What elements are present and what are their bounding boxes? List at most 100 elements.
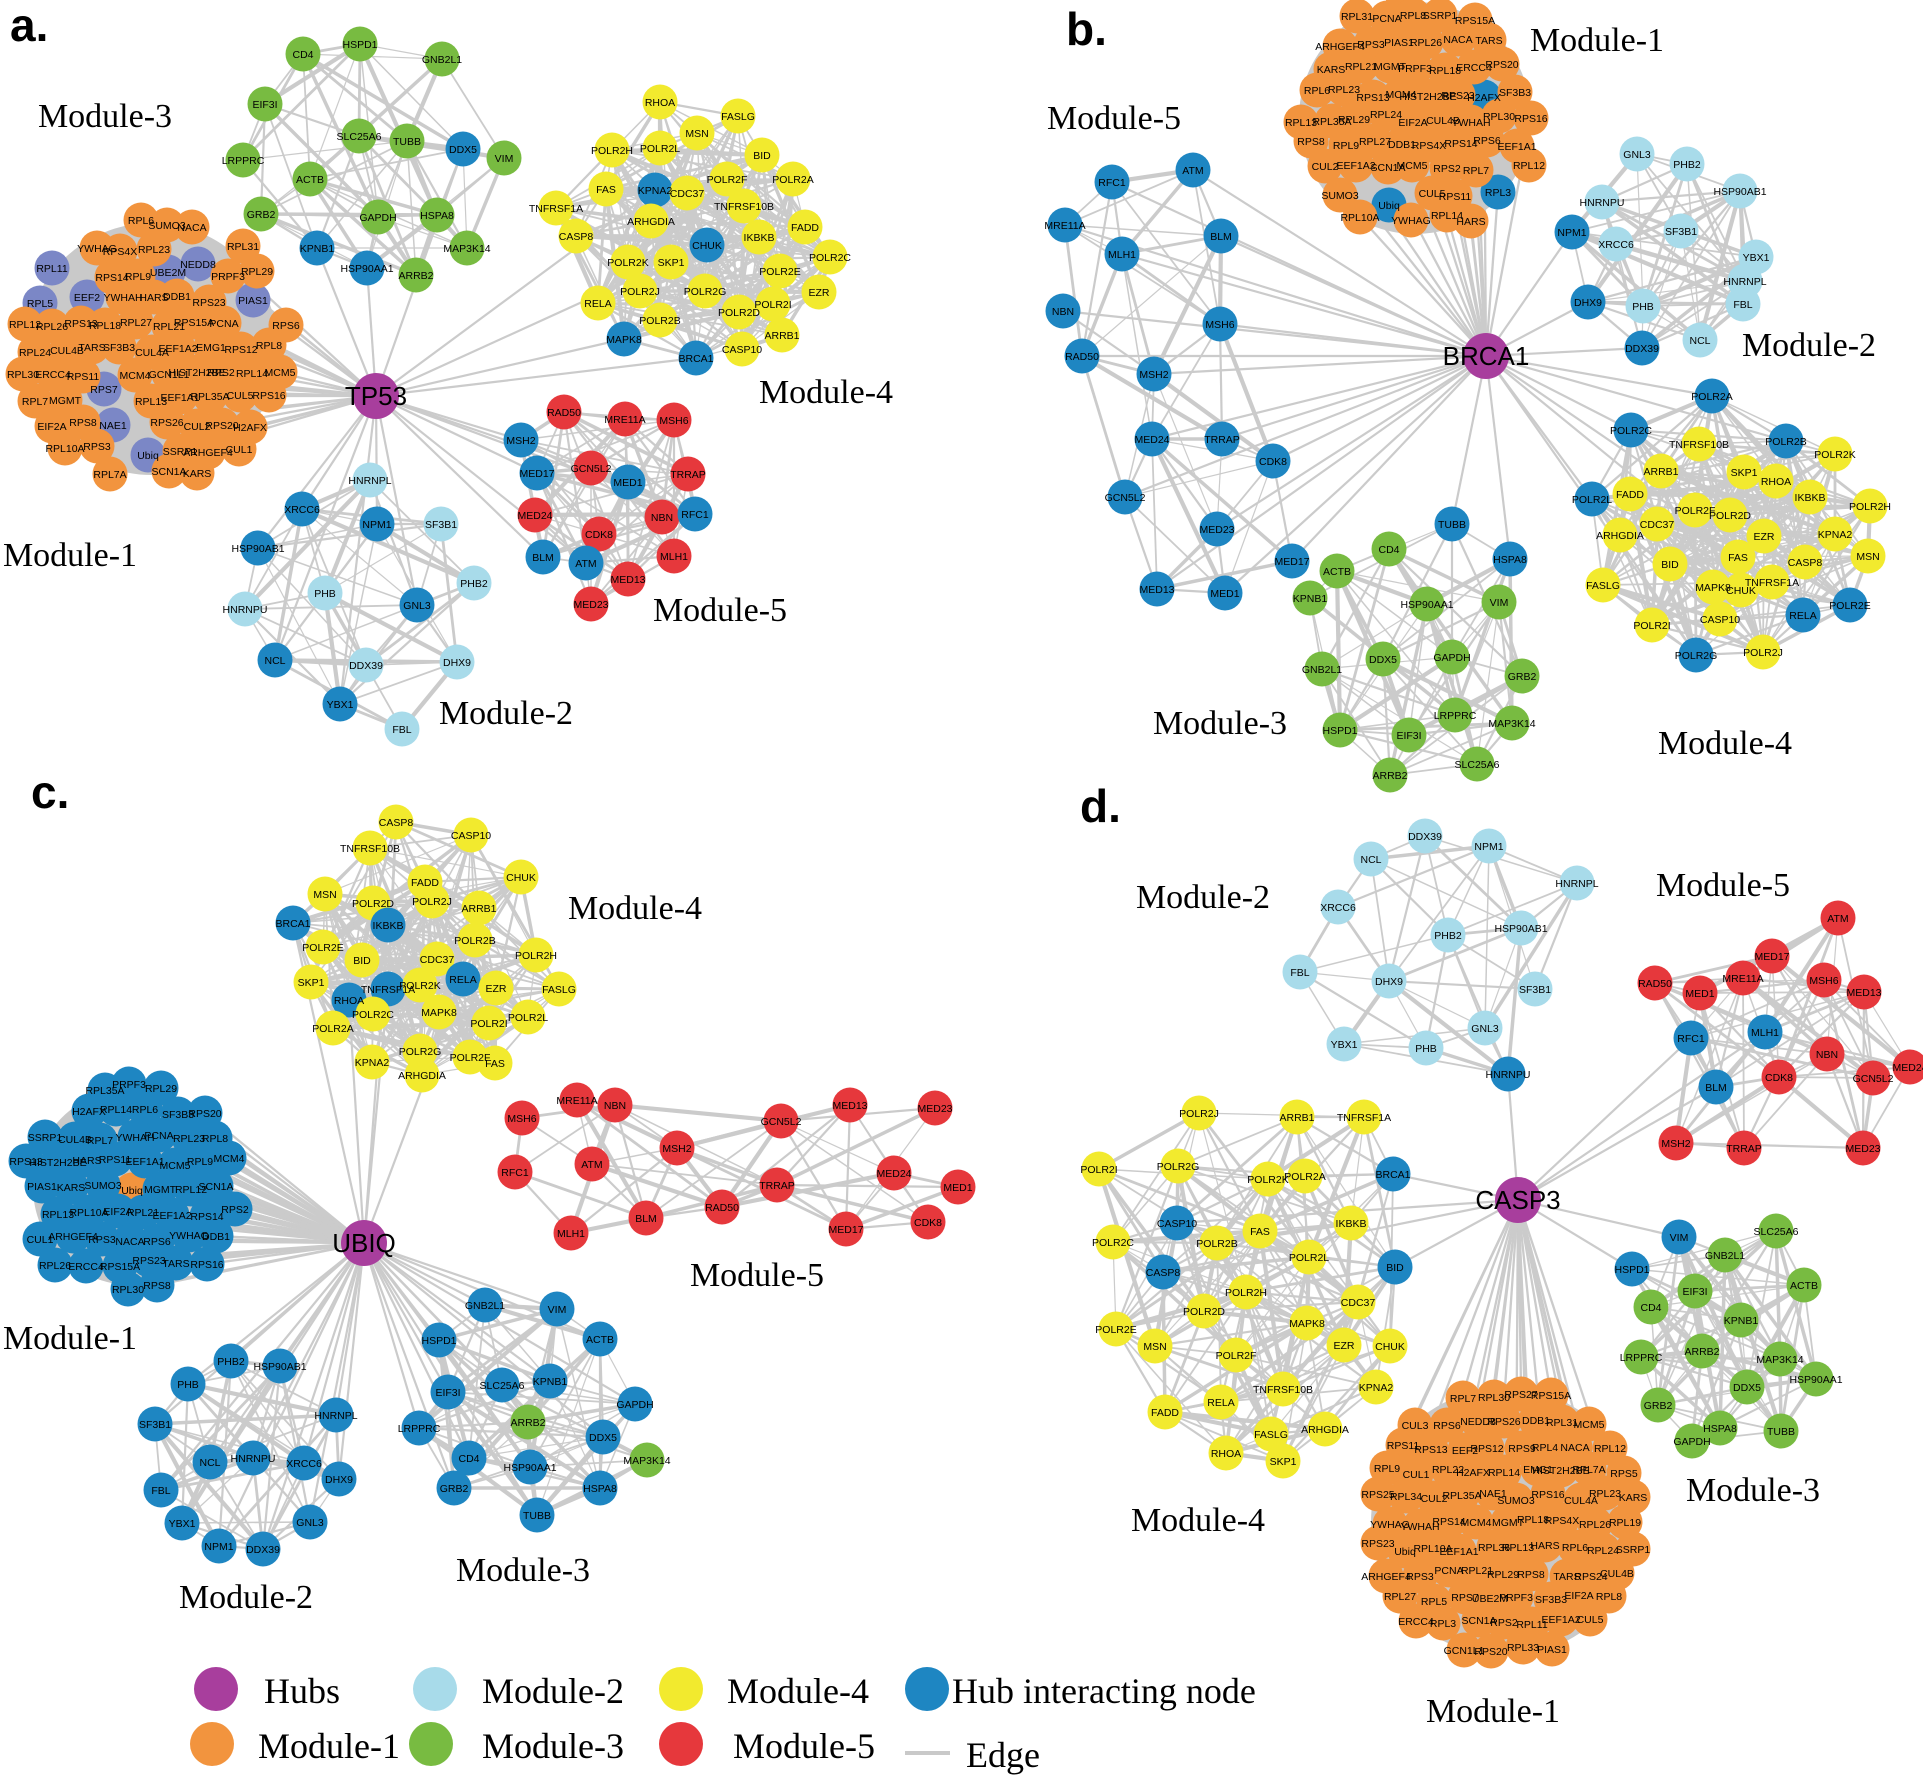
svg-text:RPS4X: RPS4X [1545,1515,1579,1527]
svg-text:RPS12: RPS12 [224,344,257,356]
svg-text:b.: b. [1066,3,1107,55]
svg-text:MAPK8: MAPK8 [421,1007,457,1019]
svg-text:RPL8: RPL8 [1400,10,1426,22]
svg-text:POLR2G: POLR2G [1157,1161,1200,1173]
svg-text:RAD50: RAD50 [705,1202,739,1214]
svg-text:GAPDH: GAPDH [1433,652,1470,664]
svg-text:HSPD1: HSPD1 [421,1335,456,1347]
svg-text:SF3B3: SF3B3 [1535,1594,1567,1606]
svg-text:KPNA2: KPNA2 [1818,529,1853,541]
svg-text:RPL13: RPL13 [42,1209,74,1221]
svg-text:MLH1: MLH1 [1751,1027,1779,1039]
svg-text:MED24: MED24 [517,510,552,522]
svg-text:RPL12: RPL12 [1513,160,1545,172]
svg-text:XRCC6: XRCC6 [1320,902,1356,914]
svg-text:RPL30: RPL30 [112,1284,144,1296]
svg-text:RPL12: RPL12 [1594,1443,1626,1455]
svg-text:RPS16: RPS16 [190,1259,223,1271]
svg-text:NBN: NBN [1816,1049,1838,1061]
svg-text:NEDD8: NEDD8 [180,259,216,271]
svg-text:RPL21: RPL21 [127,1207,159,1219]
svg-text:TNFRSF10B: TNFRSF10B [1253,1384,1313,1396]
svg-text:POLR2E: POLR2E [302,942,343,954]
svg-text:FAS: FAS [485,1058,505,1070]
svg-text:Module-2: Module-2 [1136,879,1270,916]
svg-text:BLM: BLM [532,552,554,564]
svg-text:SKP1: SKP1 [1731,467,1758,479]
svg-text:RPS16: RPS16 [1514,113,1547,125]
svg-text:POLR2J: POLR2J [1743,647,1783,659]
svg-text:LRPPRC: LRPPRC [1620,1352,1663,1364]
svg-text:XRCC6: XRCC6 [286,1458,322,1470]
svg-text:RPL13: RPL13 [135,396,167,408]
svg-text:RPL8: RPL8 [256,340,282,352]
svg-text:POLR2K: POLR2K [607,257,648,269]
svg-text:Module-1: Module-1 [1530,22,1664,59]
svg-text:GNL3: GNL3 [296,1517,324,1529]
svg-text:RPS3: RPS3 [1357,39,1385,51]
svg-text:Module-1: Module-1 [258,1726,400,1766]
svg-text:POLR2L: POLR2L [1289,1252,1329,1264]
svg-text:MED13: MED13 [832,1100,867,1112]
svg-text:CHUK: CHUK [692,240,722,252]
svg-text:GRB2: GRB2 [1644,1400,1673,1412]
svg-text:ARHGDIA: ARHGDIA [1596,530,1644,542]
svg-text:GAPDH: GAPDH [359,212,396,224]
svg-text:Module-4: Module-4 [759,374,893,411]
svg-text:RPL18: RPL18 [1429,65,1461,77]
svg-text:FAS: FAS [596,184,616,196]
svg-text:RPS14: RPS14 [1444,138,1477,150]
svg-text:MAP3K14: MAP3K14 [623,1455,670,1467]
svg-text:CDC37: CDC37 [420,954,455,966]
svg-text:PHB: PHB [1415,1043,1437,1055]
svg-text:TARS: TARS [1475,35,1502,47]
svg-text:GCN5L2: GCN5L2 [1853,1073,1894,1085]
svg-text:RAD50: RAD50 [1638,978,1672,990]
svg-text:BLM: BLM [1705,1082,1727,1094]
svg-text:MSN: MSN [313,889,336,901]
svg-text:MED1: MED1 [613,477,642,489]
svg-text:EZR: EZR [1754,531,1775,543]
svg-text:POLR2J: POLR2J [412,896,452,908]
svg-text:SF3B3: SF3B3 [103,342,135,354]
svg-text:BRCA1: BRCA1 [1375,1169,1410,1181]
svg-text:ATM: ATM [581,1159,602,1171]
svg-text:SKP1: SKP1 [1270,1456,1297,1468]
svg-text:RHOA: RHOA [1761,476,1791,488]
svg-text:RPL27: RPL27 [1384,1591,1416,1603]
svg-text:RPL10A: RPL10A [1340,212,1379,224]
svg-text:YWHAH: YWHAH [1451,117,1490,129]
svg-text:DHX9: DHX9 [325,1474,353,1486]
svg-text:BLM: BLM [635,1213,657,1225]
svg-text:MED17: MED17 [1754,951,1789,963]
svg-text:NPM1: NPM1 [1557,227,1586,239]
svg-text:POLR2H: POLR2H [591,145,633,157]
svg-text:HSPD1: HSPD1 [1614,1264,1649,1276]
svg-text:Hub interacting node: Hub interacting node [952,1671,1256,1711]
svg-text:RPL30: RPL30 [7,369,39,381]
svg-text:Module-3: Module-3 [456,1552,590,1589]
svg-text:PHB: PHB [314,588,336,600]
svg-text:GNL3: GNL3 [403,600,431,612]
svg-text:CUL3: CUL3 [1402,1420,1429,1432]
svg-text:POLR2H: POLR2H [1225,1287,1267,1299]
svg-text:EIF2A: EIF2A [1398,117,1427,129]
svg-text:RPS26: RPS26 [150,417,183,429]
svg-text:HSP90AA1: HSP90AA1 [1789,1374,1842,1386]
svg-text:RPL36: RPL36 [1478,1542,1510,1554]
svg-text:ARRB1: ARRB1 [1643,466,1678,478]
svg-text:CASP3: CASP3 [1475,1185,1560,1215]
svg-text:NCL: NCL [199,1457,220,1469]
svg-text:POLR2I: POLR2I [1633,620,1670,632]
svg-text:CHUK: CHUK [1375,1341,1405,1353]
svg-text:RPS24: RPS24 [1574,1571,1607,1583]
svg-text:DDB1: DDB1 [163,291,191,303]
svg-text:RELA: RELA [449,974,476,986]
svg-text:MSH2: MSH2 [506,435,535,447]
svg-text:PHB2: PHB2 [217,1356,245,1368]
svg-text:MED24: MED24 [1134,434,1169,446]
svg-text:GAPDH: GAPDH [616,1399,653,1411]
svg-text:RPL6: RPL6 [1562,1542,1588,1554]
svg-text:POLR2K: POLR2K [399,980,440,992]
svg-text:ATM: ATM [575,558,596,570]
